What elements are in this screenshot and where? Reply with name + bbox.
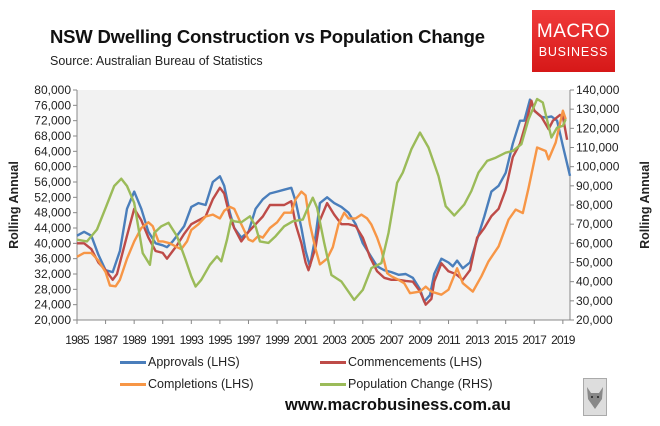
y2-tick-label: 50,000 xyxy=(576,256,613,270)
y2-tick-label: 70,000 xyxy=(576,217,613,231)
y2-tick-label: 100,000 xyxy=(576,160,620,174)
y2-tick-label: 20,000 xyxy=(576,313,613,327)
y2-tick-label: 120,000 xyxy=(576,121,620,135)
macrobusiness-logo: MACRO BUSINESS xyxy=(532,10,615,72)
y-axis-label: Rolling Annual xyxy=(7,161,21,249)
y2-tick-label: 110,000 xyxy=(576,141,619,155)
logo-line1: MACRO xyxy=(536,21,611,42)
y2-tick-label: 60,000 xyxy=(576,236,613,250)
y-tick-label: 56,000 xyxy=(34,175,71,189)
x-tick-label: 2001 xyxy=(294,333,319,347)
y-tick-label: 20,000 xyxy=(34,313,71,327)
y-tick-label: 24,000 xyxy=(34,298,71,312)
y-tick-label: 52,000 xyxy=(34,190,71,204)
x-tick-label: 1995 xyxy=(208,333,233,347)
x-tick-label: 1985 xyxy=(65,333,90,347)
series-line-population xyxy=(76,97,567,302)
series-line-completions xyxy=(76,109,567,296)
legend-item-population: Population Change (RHS) xyxy=(320,377,493,392)
x-tick-label: 2005 xyxy=(351,333,376,347)
x-tick-label: 2011 xyxy=(437,333,461,347)
x-tick-label: 1991 xyxy=(151,333,176,347)
y-tick-label: 32,000 xyxy=(34,267,71,281)
y2-tick-label: 30,000 xyxy=(576,294,613,308)
x-tick-label: 1997 xyxy=(237,333,262,347)
legend-swatch xyxy=(320,361,346,364)
y-tick-label: 80,000 xyxy=(34,83,71,97)
y-tick-label: 44,000 xyxy=(34,221,71,235)
chart-title: NSW Dwelling Construction vs Population … xyxy=(50,26,485,47)
legend-label: Approvals (LHS) xyxy=(148,355,240,369)
x-tick-label: 2013 xyxy=(465,333,490,347)
x-tick-label: 1989 xyxy=(122,333,147,347)
x-tick-label: 2017 xyxy=(523,333,548,347)
y-tick-label: 76,000 xyxy=(34,98,71,112)
logo-line2: BUSINESS xyxy=(538,45,609,59)
legend-swatch xyxy=(120,383,146,386)
legend-label: Commencements (LHS) xyxy=(348,355,483,369)
y2-tick-label: 130,000 xyxy=(576,102,620,116)
y-tick-label: 28,000 xyxy=(34,282,71,296)
y2-tick-label: 90,000 xyxy=(576,179,613,193)
y-tick-label: 60,000 xyxy=(34,160,71,174)
x-tick-label: 1993 xyxy=(180,333,205,347)
fox-logo-icon xyxy=(583,378,607,416)
x-tick-label: 2007 xyxy=(380,333,405,347)
x-tick-label: 2003 xyxy=(322,333,347,347)
y2-tick-label: 80,000 xyxy=(576,198,613,212)
legend-swatch xyxy=(320,383,346,386)
x-tick-label: 1999 xyxy=(265,333,290,347)
legend-label: Completions (LHS) xyxy=(148,377,254,391)
chart-source: Source: Australian Bureau of Statistics xyxy=(50,54,263,68)
x-tick-label: 2009 xyxy=(408,333,433,347)
y-tick-label: 48,000 xyxy=(34,206,71,220)
x-tick-label: 1987 xyxy=(94,333,119,347)
x-tick-label: 2015 xyxy=(494,333,519,347)
legend-swatch xyxy=(120,361,146,364)
plot-area xyxy=(77,90,570,320)
y-tick-label: 68,000 xyxy=(34,129,71,143)
y2-tick-label: 40,000 xyxy=(576,275,613,289)
legend-item-completions: Completions (LHS) xyxy=(120,377,254,392)
series-line-approvals xyxy=(76,98,572,303)
legend-item-commencements: Commencements (LHS) xyxy=(320,355,482,370)
y2-tick-label: 140,000 xyxy=(576,83,620,97)
y2-axis-label: Rolling Annual xyxy=(638,161,652,249)
website-url: www.macrobusiness.com.au xyxy=(285,396,511,414)
y-tick-label: 64,000 xyxy=(34,144,71,158)
y-tick-label: 72,000 xyxy=(34,114,71,128)
legend-item-approvals: Approvals (LHS) xyxy=(120,355,240,370)
y-tick-label: 40,000 xyxy=(34,236,71,250)
x-tick-label: 2019 xyxy=(551,333,576,347)
y-tick-label: 36,000 xyxy=(34,252,71,266)
legend-label: Population Change (RHS) xyxy=(348,377,493,391)
